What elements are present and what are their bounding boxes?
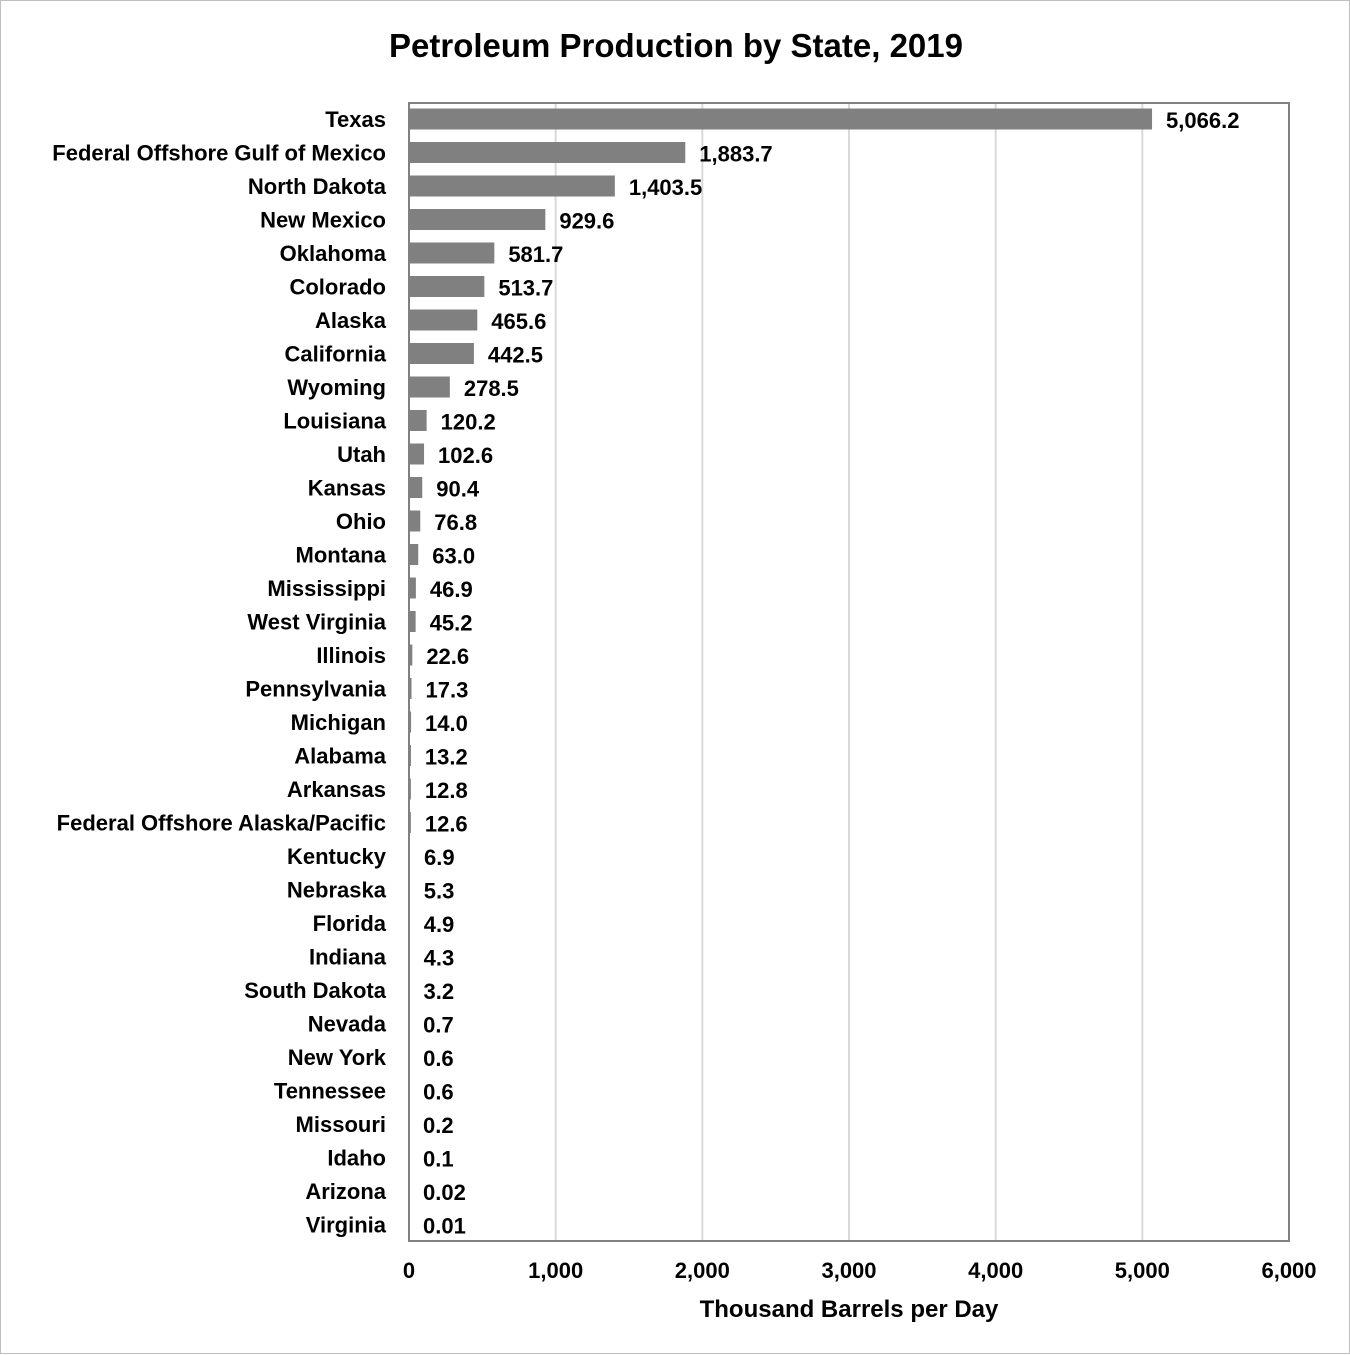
x-tick-label: 6,000 [1261, 1258, 1316, 1283]
x-tick-label: 2,000 [675, 1258, 730, 1283]
bar [409, 209, 545, 230]
x-tick-label: 5,000 [1115, 1258, 1170, 1283]
data-label: 17.3 [426, 678, 469, 703]
category-label: North Dakota [248, 174, 387, 199]
data-label: 0.6 [423, 1046, 454, 1071]
data-label: 45.2 [430, 611, 473, 636]
category-label: Alaska [315, 308, 387, 333]
data-label: 0.2 [423, 1113, 454, 1138]
chart-title: Petroleum Production by State, 2019 [389, 27, 963, 64]
data-label: 76.8 [434, 510, 477, 535]
data-label: 581.7 [508, 242, 563, 267]
bar [409, 578, 416, 599]
bar [409, 142, 685, 163]
category-label: Pennsylvania [245, 677, 386, 702]
bar [409, 176, 615, 197]
category-label: Kansas [308, 476, 386, 501]
data-label: 5.3 [424, 879, 455, 904]
category-label: Arkansas [287, 777, 386, 802]
category-label: Alabama [294, 744, 386, 769]
category-label: Idaho [327, 1146, 386, 1171]
data-label: 0.01 [423, 1214, 466, 1239]
category-label: Illinois [316, 643, 386, 668]
data-label: 13.2 [425, 745, 468, 770]
category-label: Nebraska [287, 878, 387, 903]
data-label: 46.9 [430, 577, 473, 602]
category-label: Louisiana [283, 409, 386, 434]
data-label: 1,403.5 [629, 175, 702, 200]
data-label: 90.4 [436, 477, 480, 502]
x-tick-label: 0 [403, 1258, 415, 1283]
data-label: 12.8 [425, 778, 468, 803]
data-label: 929.6 [559, 209, 614, 234]
data-label: 120.2 [441, 410, 496, 435]
data-label: 63.0 [432, 544, 475, 569]
data-label: 0.1 [423, 1147, 454, 1172]
data-label: 102.6 [438, 443, 493, 468]
bar [409, 276, 484, 297]
data-label: 1,883.7 [699, 142, 772, 167]
x-axis-tick-labels: 0 1,000 2,000 3,000 4,000 5,000 6,000 [403, 1258, 1317, 1283]
x-tick-label: 1,000 [528, 1258, 583, 1283]
data-label: 0.7 [423, 1013, 454, 1038]
bar [409, 544, 418, 565]
bar [409, 343, 474, 364]
data-label: 22.6 [426, 644, 469, 669]
category-label: Michigan [291, 710, 386, 735]
category-label: Virginia [306, 1213, 387, 1238]
bar [409, 243, 494, 264]
category-label: Kentucky [287, 844, 387, 869]
data-label: 14.0 [425, 711, 468, 736]
bar [409, 477, 422, 498]
bar [409, 444, 424, 465]
category-label: Florida [313, 911, 387, 936]
x-tick-label: 3,000 [821, 1258, 876, 1283]
category-label: Colorado [289, 275, 386, 300]
category-label: Missouri [296, 1112, 386, 1137]
data-label: 5,066.2 [1166, 108, 1239, 133]
bar [409, 109, 1152, 130]
category-label: Arizona [305, 1179, 386, 1204]
category-labels: Texas Federal Offshore Gulf of Mexico Nort… [52, 107, 386, 1238]
data-label: 513.7 [498, 276, 553, 301]
category-label: Nevada [308, 1012, 387, 1037]
data-label: 4.3 [424, 946, 455, 971]
category-label: South Dakota [244, 978, 387, 1003]
category-label: Oklahoma [280, 241, 387, 266]
category-label: California [285, 342, 387, 367]
category-label: Wyoming [287, 375, 386, 400]
data-label: 465.6 [491, 309, 546, 334]
category-label: Ohio [336, 509, 386, 534]
category-label: Texas [325, 107, 386, 132]
data-label: 0.02 [423, 1180, 466, 1205]
data-label: 4.9 [424, 912, 455, 937]
category-label: New Mexico [260, 208, 386, 233]
category-label: Tennessee [274, 1079, 386, 1104]
category-label: Montana [296, 543, 387, 568]
category-label: Mississippi [267, 576, 386, 601]
x-tick-label: 4,000 [968, 1258, 1023, 1283]
value-labels: 5,066.2 1,883.7 1,403.5 929.6 581.7 513.7 465.… [423, 108, 1239, 1239]
category-label: Utah [337, 442, 386, 467]
data-label: 12.6 [425, 812, 468, 837]
data-label: 3.2 [423, 979, 454, 1004]
data-label: 278.5 [464, 376, 519, 401]
data-label: 442.5 [488, 343, 543, 368]
category-label: Federal Offshore Alaska/Pacific [57, 811, 386, 836]
category-label: Federal Offshore Gulf of Mexico [52, 141, 386, 166]
category-label: New York [288, 1045, 387, 1070]
bar [409, 410, 427, 431]
bar [409, 377, 450, 398]
data-label: 6.9 [424, 845, 455, 870]
data-label: 0.6 [423, 1080, 454, 1105]
x-axis-title: Thousand Barrels per Day [700, 1296, 999, 1323]
category-label: Indiana [309, 945, 387, 970]
gridlines [556, 103, 1143, 1241]
bar [409, 511, 420, 532]
category-label: West Virginia [247, 610, 386, 635]
bar [409, 310, 477, 331]
